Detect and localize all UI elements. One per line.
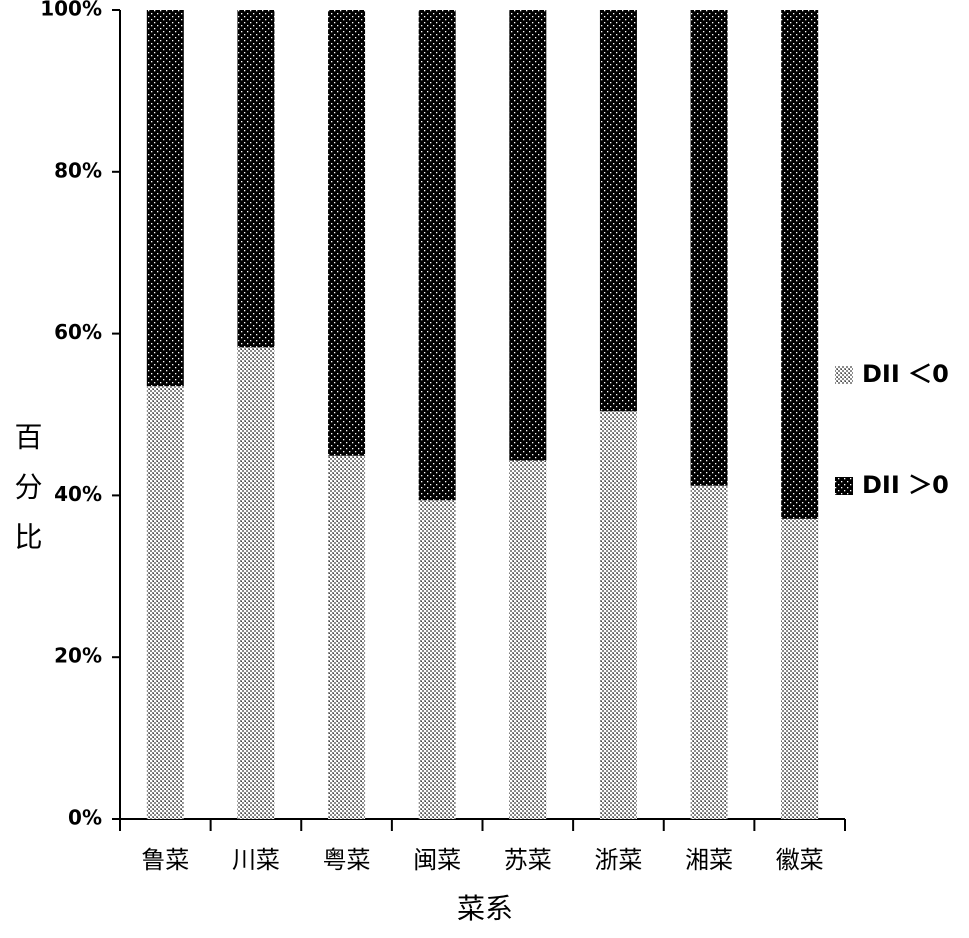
bar-segment xyxy=(599,411,637,819)
bar-segment xyxy=(690,485,728,819)
x-tick-label: 徽菜 xyxy=(776,846,824,874)
legend-label: DII ＞0 xyxy=(862,471,949,499)
bar-segment xyxy=(781,518,819,819)
y-tick-label: 40% xyxy=(54,482,102,506)
y-tick-label: 80% xyxy=(54,158,102,182)
y-tick-label: 60% xyxy=(54,320,102,344)
bar-segment xyxy=(237,347,275,819)
bar-segment xyxy=(328,10,366,456)
bar-segment xyxy=(509,10,547,461)
bar-segment xyxy=(418,500,456,819)
y-axis-label: 百分比 xyxy=(11,422,44,572)
legend-swatch xyxy=(835,477,853,495)
bar-segment xyxy=(146,10,184,387)
bar-segment xyxy=(418,10,456,501)
x-tick-label: 湘菜 xyxy=(685,846,733,874)
bar-segment xyxy=(509,460,547,819)
x-tick-label: 鲁菜 xyxy=(141,846,189,874)
bar-segment xyxy=(328,455,366,819)
x-tick-label: 川菜 xyxy=(232,846,280,874)
bar-segment xyxy=(690,10,728,486)
bar-segment xyxy=(599,10,637,412)
bar-segment xyxy=(781,10,819,519)
x-tick-label: 闽菜 xyxy=(413,846,461,874)
legend-label: DII ＜0 xyxy=(862,360,949,388)
y-tick-label: 20% xyxy=(54,644,102,668)
x-axis-label: 菜系 xyxy=(457,892,513,925)
legend-swatch xyxy=(835,366,853,384)
x-tick-label: 苏菜 xyxy=(504,846,552,874)
bar-segment xyxy=(146,386,184,819)
x-tick-label: 粤菜 xyxy=(323,846,371,874)
y-tick-label: 100% xyxy=(40,0,102,21)
x-tick-label: 浙菜 xyxy=(594,846,642,874)
y-tick-label: 0% xyxy=(68,806,102,830)
bar-segment xyxy=(237,10,275,348)
